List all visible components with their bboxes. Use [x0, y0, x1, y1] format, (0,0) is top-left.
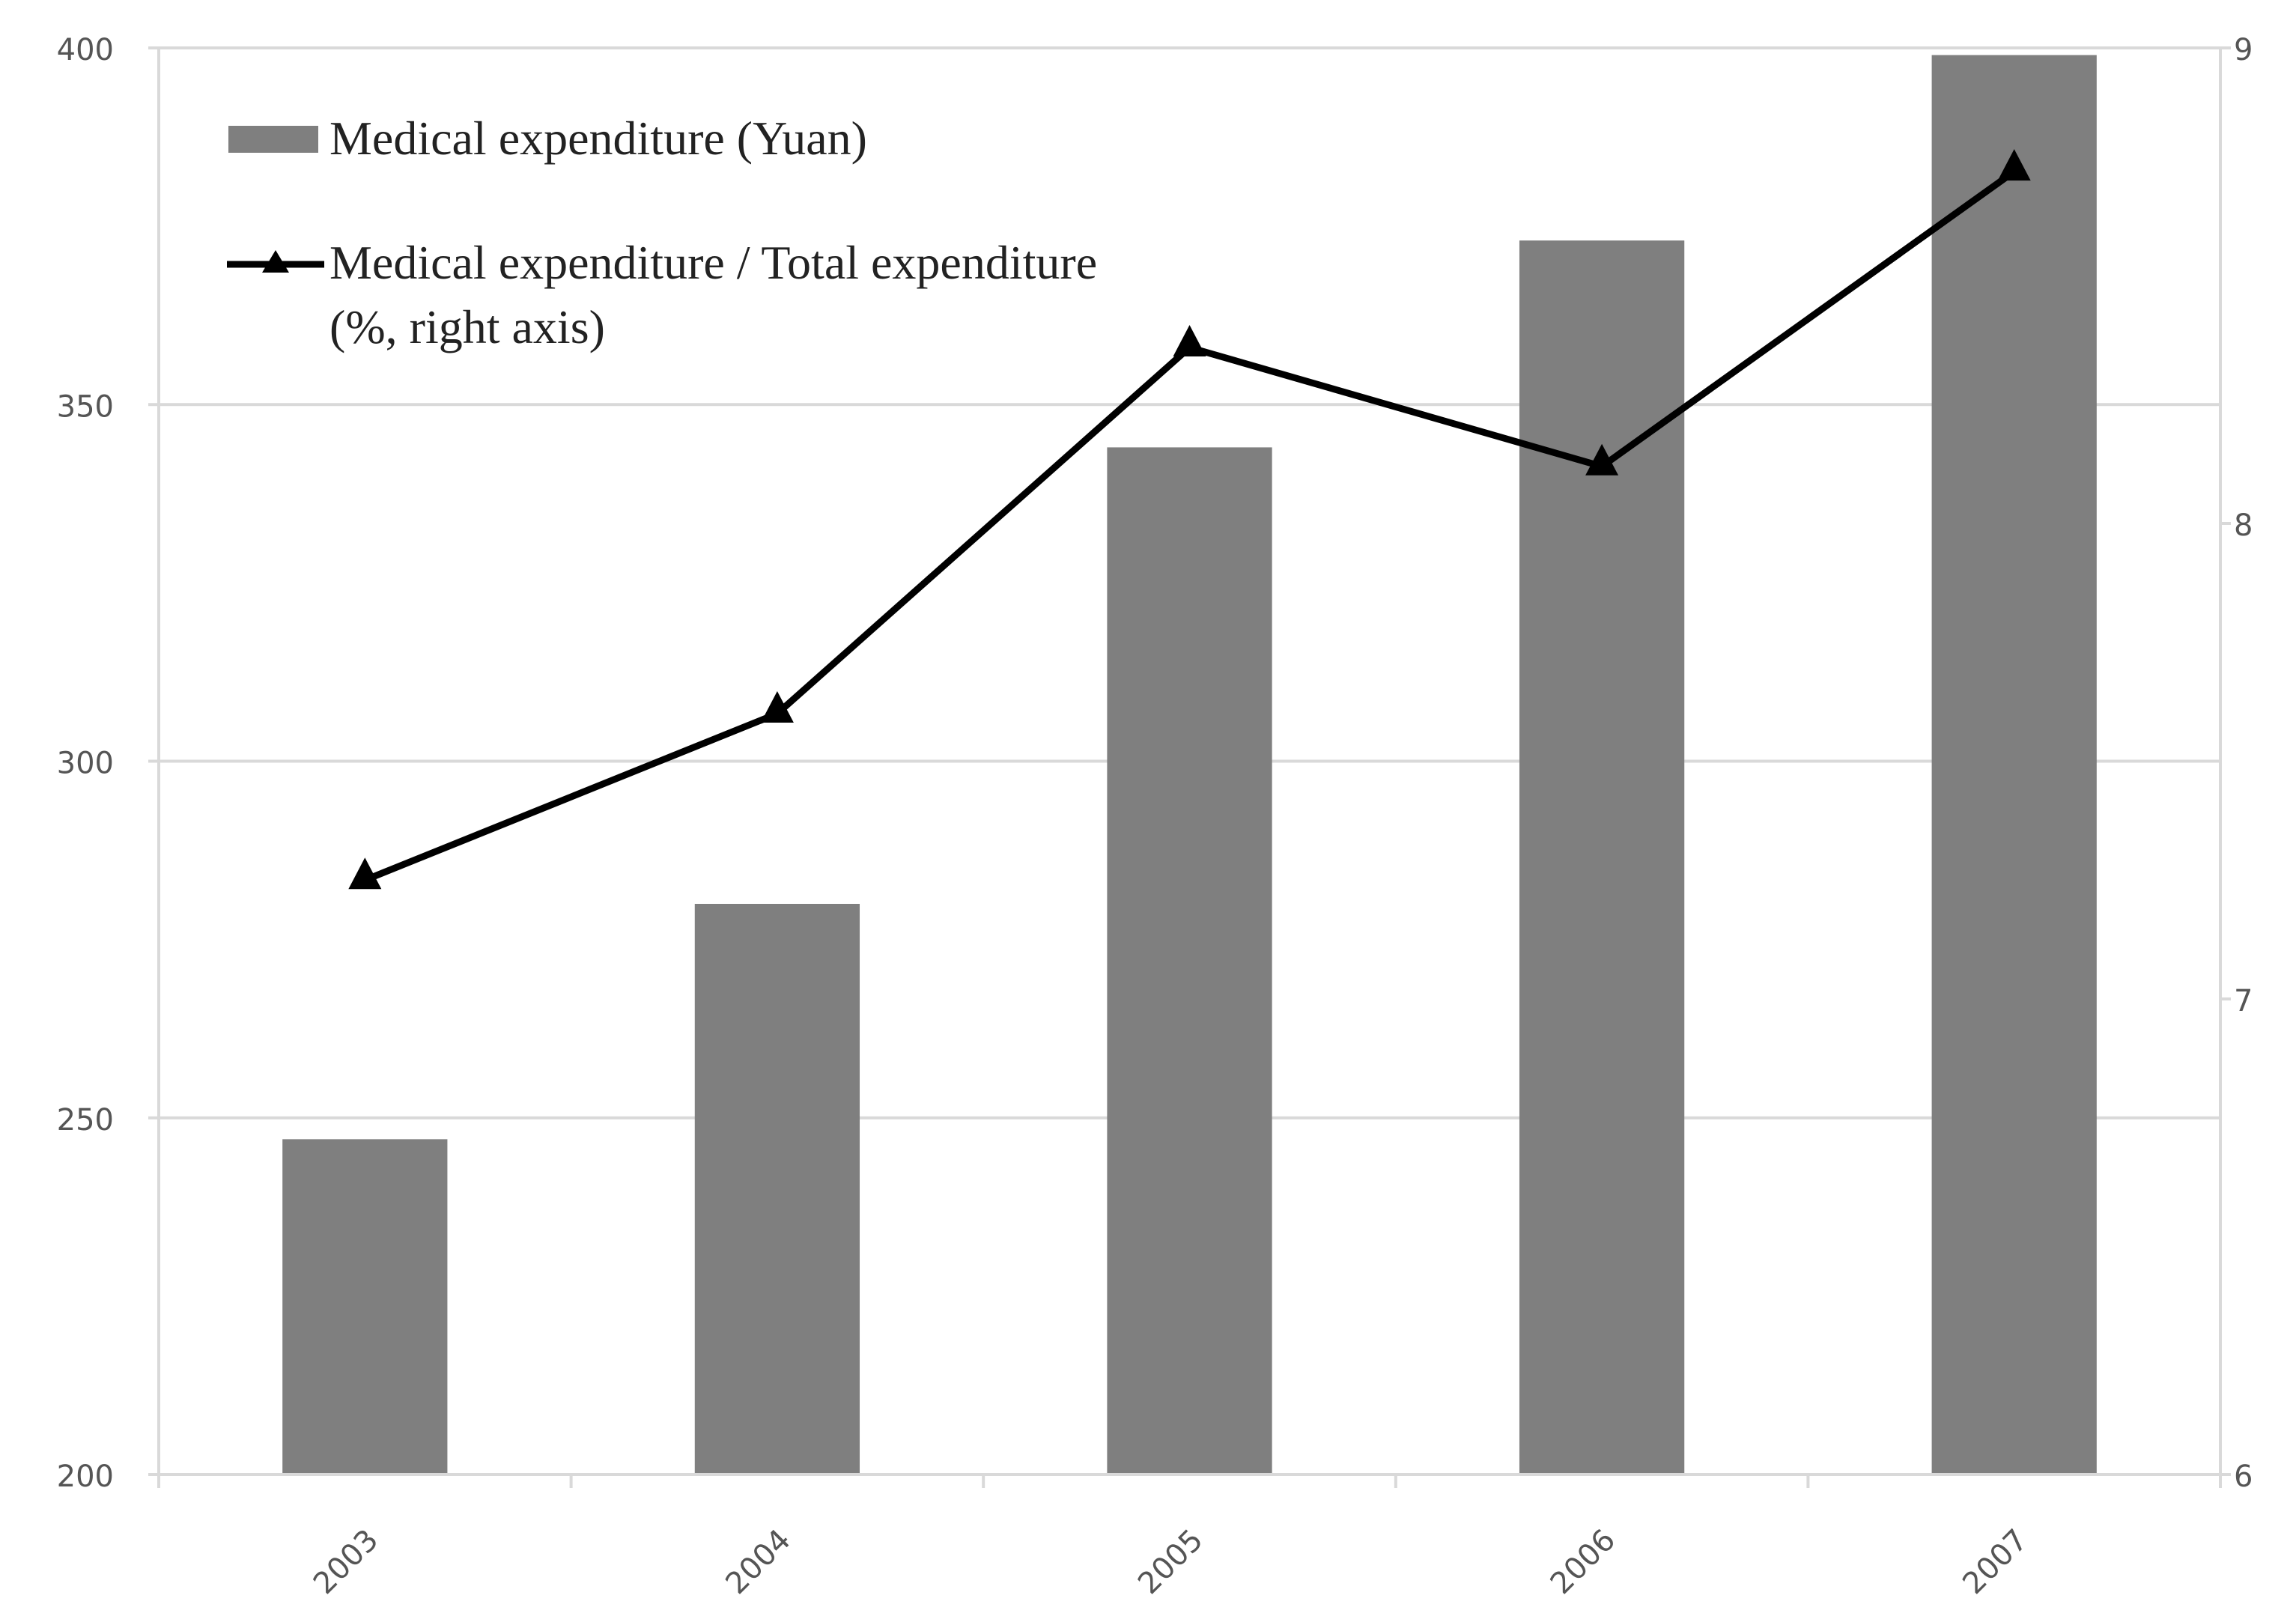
line-point-2004 [760, 691, 794, 723]
axes [148, 46, 2231, 1488]
line-series [348, 149, 2031, 890]
bar-2004 [694, 904, 860, 1473]
x-axis-tick-label-2007: 2007 [1956, 1523, 2035, 1602]
right-axis-tick-label-6: 6 [2234, 1460, 2253, 1494]
legend-label-bars: Medical expenditure (Yuan) [329, 112, 867, 165]
legend: Medical expenditure (Yuan) Medical expen… [227, 112, 1097, 353]
left-axis-tick-label-350: 350 [57, 389, 114, 424]
line-point-2007 [1997, 149, 2031, 181]
line-point-2003 [348, 857, 382, 890]
legend-bar-swatch [228, 126, 318, 153]
left-axis-tick-label-250: 250 [57, 1103, 114, 1137]
bar-2005 [1107, 447, 1272, 1473]
left-axis-tick-label-200: 200 [57, 1460, 114, 1494]
bar-2003 [282, 1139, 448, 1473]
x-axis-tick-label-2004: 2004 [719, 1523, 798, 1602]
bar-2007 [1931, 55, 2097, 1473]
legend-line-marker [262, 250, 289, 273]
legend-label-line-note: (%, right axis) [329, 300, 605, 353]
left-axis-tick-labels: 200 250 300 350 400 [57, 33, 114, 1494]
legend-label-line: Medical expenditure / Total expenditure [329, 236, 1097, 289]
right-axis-tick-labels: 6 7 8 9 [2234, 33, 2253, 1494]
x-axis-tick-label-2006: 2006 [1544, 1523, 1623, 1602]
bar-series [282, 55, 2097, 1473]
right-axis-tick-label-8: 8 [2234, 508, 2253, 543]
line-point-2006 [1585, 443, 1619, 476]
left-axis-tick-label-400: 400 [57, 33, 114, 67]
right-axis-tick-label-9: 9 [2234, 33, 2253, 67]
x-axis-tick-label-2005: 2005 [1132, 1523, 1210, 1602]
right-axis-tick-label-7: 7 [2234, 984, 2253, 1018]
x-axis-tick-labels: 2003 2004 2005 2006 2007 [307, 1523, 2035, 1602]
x-axis-tick-label-2003: 2003 [307, 1523, 386, 1602]
line-point-2005 [1173, 325, 1206, 357]
left-axis-tick-label-300: 300 [57, 747, 114, 781]
